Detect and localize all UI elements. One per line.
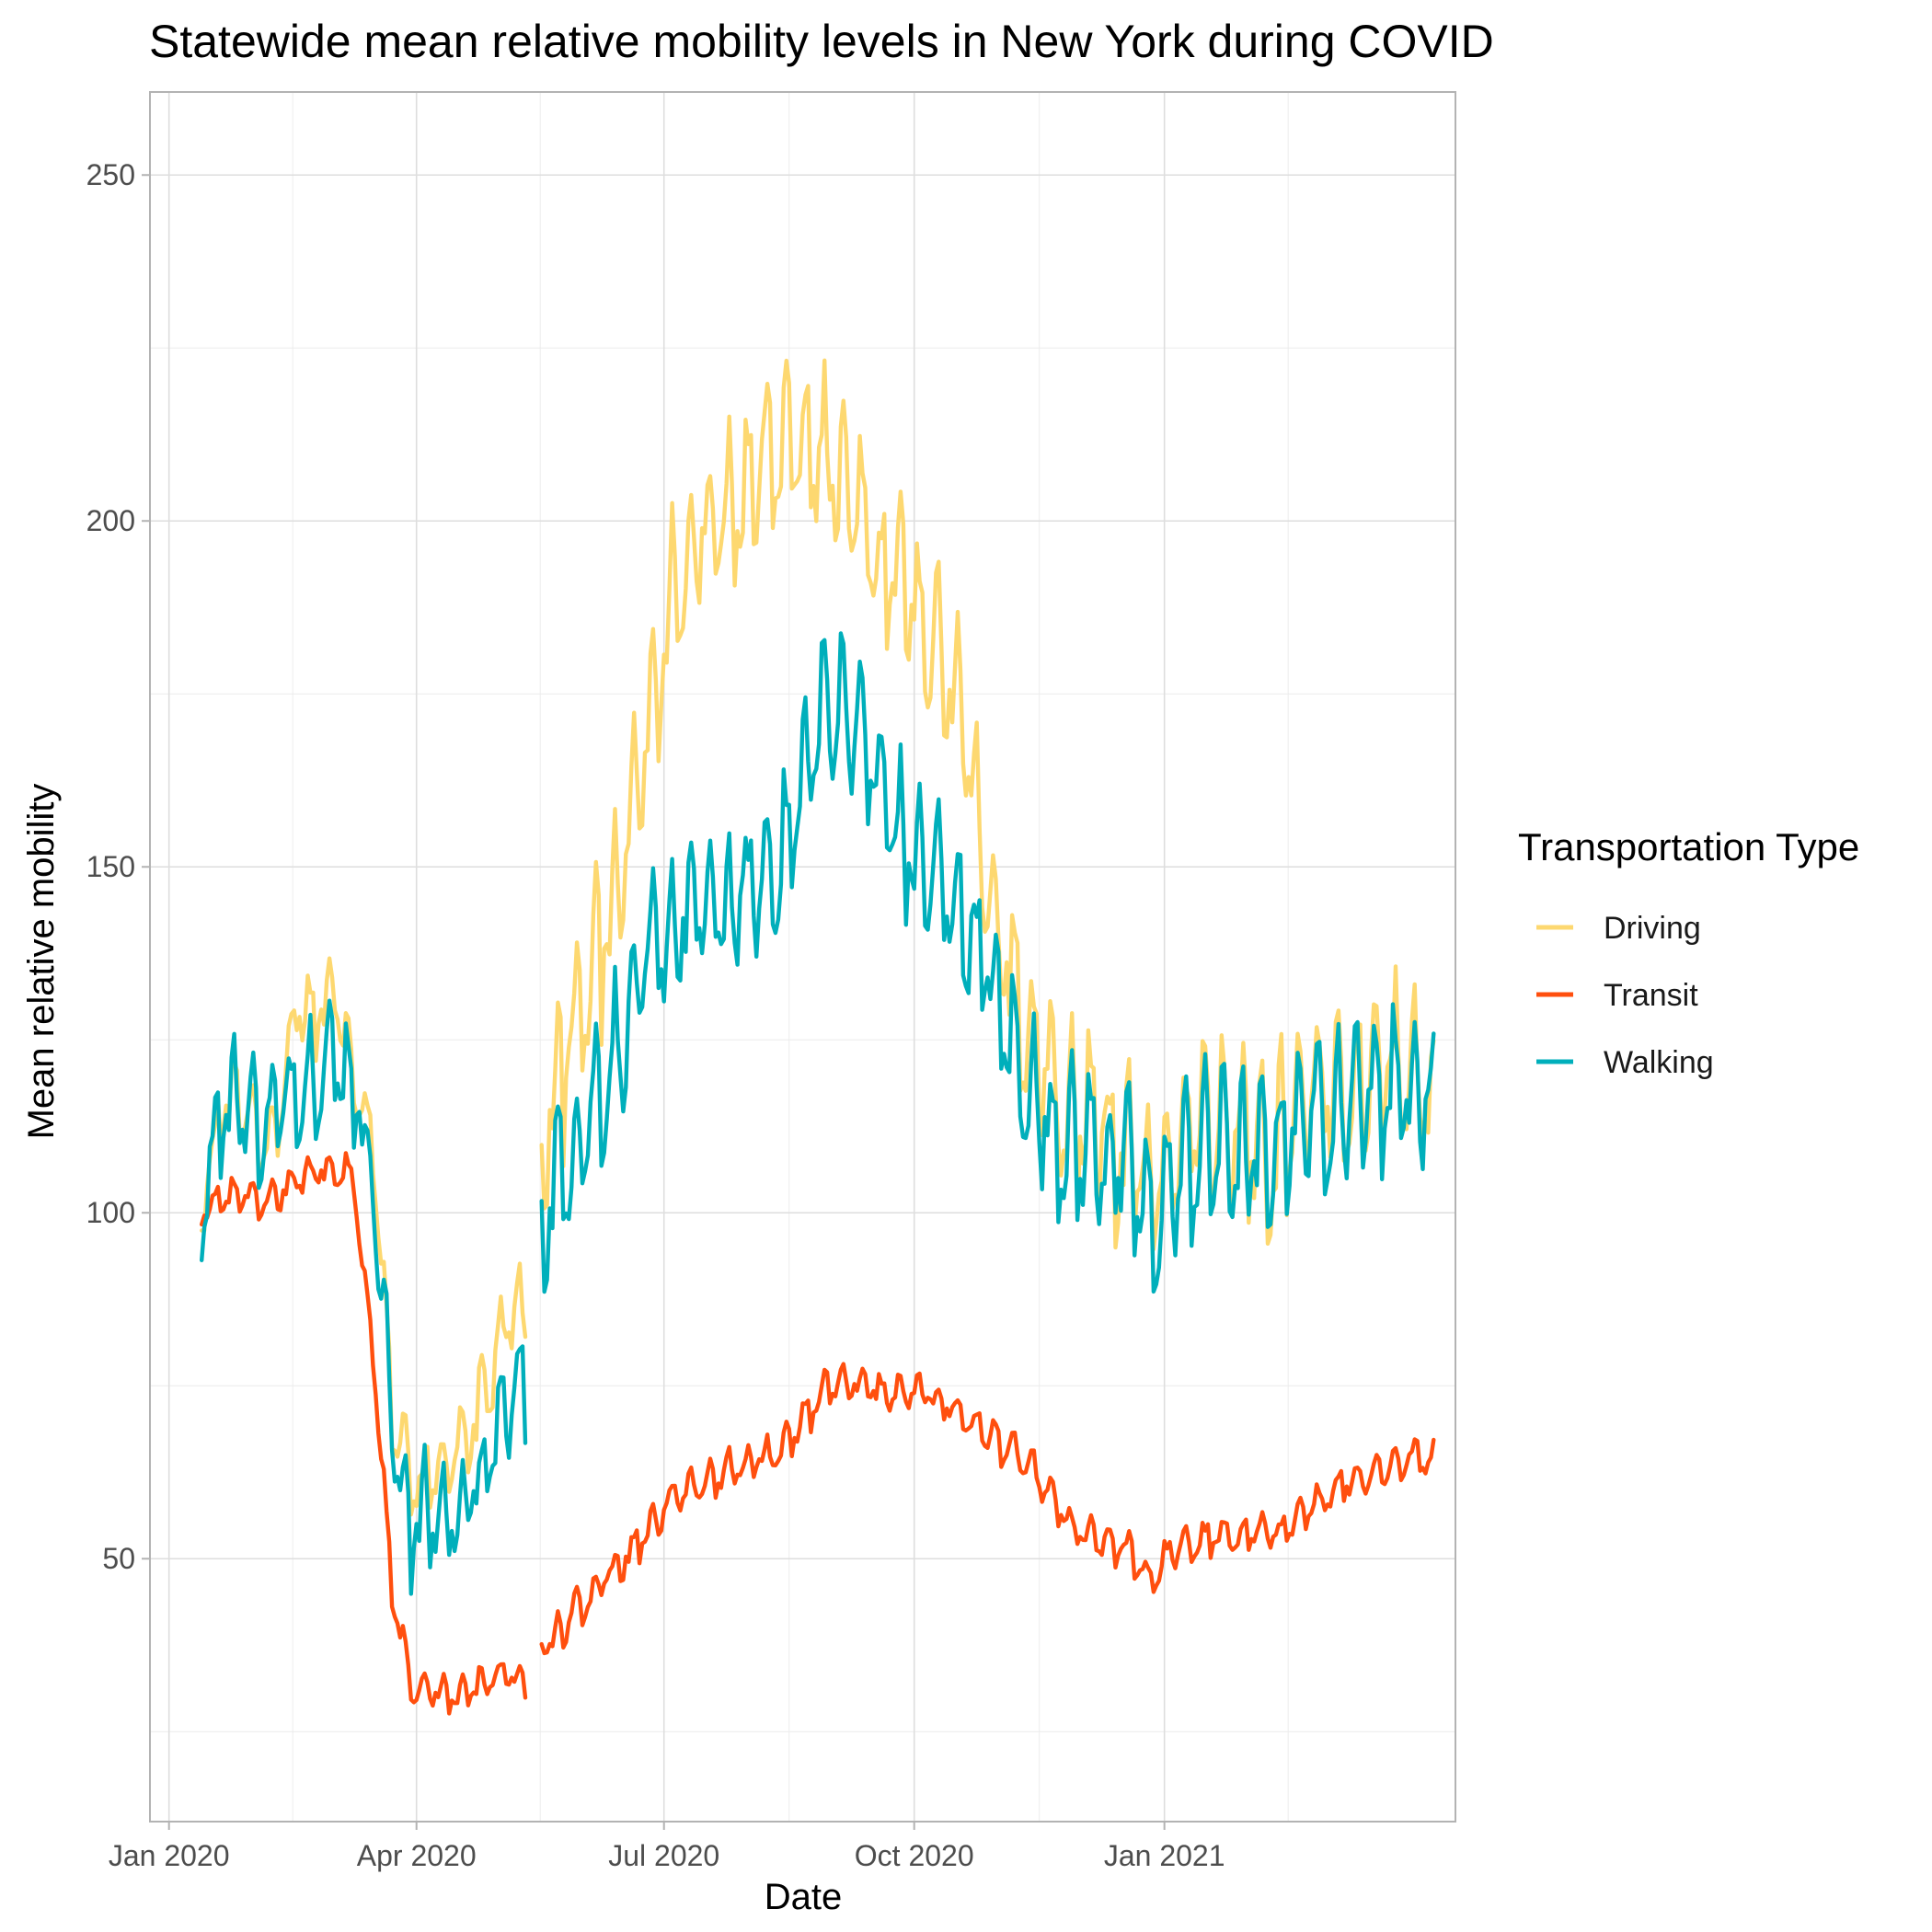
y-tick-label: 150	[86, 850, 135, 883]
series-line-walking-segment-1	[199, 998, 528, 1596]
chart-title: Statewide mean relative mobility levels …	[149, 16, 1494, 67]
x-tick-label: Jul 2020	[608, 1839, 719, 1872]
series-line-transit-segment-1	[199, 1151, 528, 1716]
x-axis-title: Date	[765, 1877, 843, 1917]
series-line-walking-segment-2	[539, 631, 1436, 1294]
y-axis-title: Mean relative mobility	[21, 784, 62, 1140]
y-tick-label: 200	[86, 504, 135, 537]
y-tick-label: 250	[86, 158, 135, 191]
legend-title: Transportation Type	[1518, 825, 1859, 868]
x-tick-label: Apr 2020	[357, 1839, 477, 1872]
x-axis: Jan 2020 Apr 2020 Jul 2020 Oct 2020 Jan 2021	[109, 1822, 1225, 1872]
series-line-driving-segment-1	[199, 956, 528, 1517]
y-axis: 50 100 150 200 250	[86, 158, 150, 1575]
legend-label-driving: Driving	[1604, 911, 1701, 946]
plot-panel-border	[149, 91, 1456, 1823]
x-tick-label: Jan 2020	[109, 1839, 230, 1872]
x-tick-label: Oct 2020	[855, 1839, 974, 1872]
legend-label-walking: Walking	[1604, 1045, 1714, 1080]
x-tick-label: Jan 2021	[1104, 1839, 1225, 1872]
major-gridlines	[150, 92, 1455, 1822]
y-tick-label: 50	[102, 1542, 135, 1575]
legend-label-transit: Transit	[1604, 978, 1698, 1013]
legend: Transportation Type Driving Transit Walkin…	[1518, 825, 1859, 1080]
series-lines	[199, 358, 1436, 1716]
series-line-transit-segment-2	[539, 1362, 1436, 1656]
series-line-driving-segment-2	[539, 358, 1436, 1252]
minor-gridlines	[150, 92, 1455, 1822]
y-tick-label: 100	[86, 1196, 135, 1229]
